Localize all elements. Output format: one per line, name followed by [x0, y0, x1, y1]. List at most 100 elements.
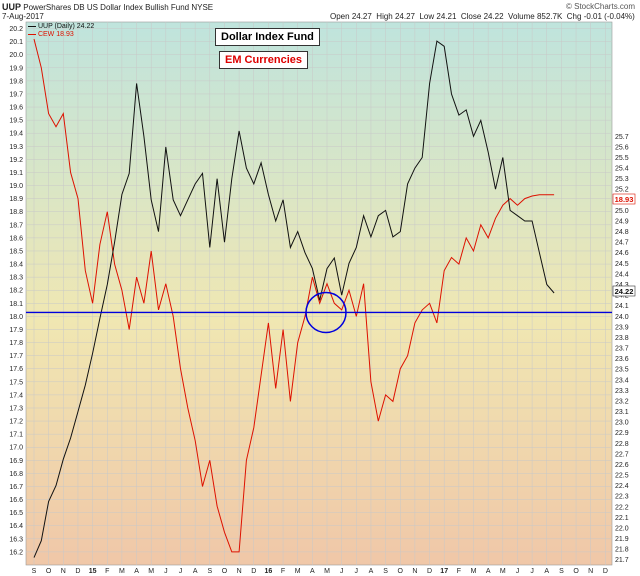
right-tick-label: 21.7 [615, 557, 629, 564]
left-tick-label: 17.0 [9, 445, 23, 452]
left-tick-label: 17.8 [9, 340, 23, 347]
left-tick-label: 18.1 [9, 301, 23, 308]
x-tick-label: D [75, 568, 80, 575]
right-tick-label: 23.9 [615, 324, 629, 331]
right-tick-label: 22.0 [615, 525, 629, 532]
x-tick-label: J [516, 568, 520, 575]
x-tick-label: 15 [89, 568, 97, 575]
x-tick-label: J [164, 568, 168, 575]
left-tick-label: 16.7 [9, 484, 23, 491]
left-tick-label: 18.2 [9, 288, 23, 295]
left-tick-label: 16.4 [9, 523, 23, 530]
right-tick-label: 22.3 [615, 494, 629, 501]
left-tick-label: 20.1 [9, 39, 23, 46]
right-tick-label: 23.2 [615, 398, 629, 405]
x-tick-label: F [457, 568, 461, 575]
left-tick-label: 19.5 [9, 118, 23, 125]
right-tick-label: 22.2 [615, 504, 629, 511]
dollar-index-annotation: Dollar Index Fund [215, 28, 320, 46]
left-tick-label: 17.4 [9, 392, 23, 399]
x-tick-label: S [383, 568, 388, 575]
left-tick-label: 19.7 [9, 91, 23, 98]
left-tick-label: 19.0 [9, 183, 23, 190]
right-tick-label: 21.8 [615, 547, 629, 554]
open-value: 24.27 [351, 12, 372, 21]
left-tick-label: 19.6 [9, 105, 23, 112]
left-tick-label: 17.6 [9, 366, 23, 373]
right-tick-label: 24.7 [615, 240, 629, 247]
x-tick-label: M [148, 568, 154, 575]
right-tick-label: 23.4 [615, 377, 629, 384]
x-tick-label: A [310, 568, 315, 575]
left-tick-label: 19.9 [9, 65, 23, 72]
left-tick-label: 18.8 [9, 209, 23, 216]
right-tick-label: 23.3 [615, 388, 629, 395]
right-tick-label: 22.7 [615, 451, 629, 458]
x-tick-label: A [369, 568, 374, 575]
left-tick-label: 18.6 [9, 235, 23, 242]
x-tick-label: 16 [265, 568, 273, 575]
right-tick-label: 23.7 [615, 346, 629, 353]
right-tick-label: 24.0 [615, 314, 629, 321]
right-tick-label: 22.1 [615, 515, 629, 522]
left-tick-label: 18.7 [9, 222, 23, 229]
right-tick-label: 25.6 [615, 144, 629, 151]
x-tick-label: F [281, 568, 285, 575]
x-tick-label: D [251, 568, 256, 575]
x-tick-label: J [355, 568, 359, 575]
x-tick-label: A [193, 568, 198, 575]
left-tick-label: 16.9 [9, 458, 23, 465]
left-tick-label: 18.5 [9, 248, 23, 255]
left-tick-label: 17.7 [9, 353, 23, 360]
left-tick-label: 16.8 [9, 471, 23, 478]
left-axis-badge-right-side: 18.93 [612, 193, 636, 205]
highlight-circle [305, 291, 347, 334]
x-tick-label: M [119, 568, 125, 575]
x-axis: S O N D 15 F M A M J J A S O N D 16 F M A M J J A S O N D 17 F M A M J J A S… [32, 568, 608, 575]
svg-text:18.93: 18.93 [615, 195, 634, 204]
close-value: 24.22 [483, 12, 504, 21]
right-tick-label: 23.5 [615, 367, 629, 374]
exchange-label: NYSE [191, 3, 214, 12]
cew-series-line [33, 38, 555, 553]
symbol-label: UUP [2, 2, 22, 12]
left-tick-label: 18.3 [9, 275, 23, 282]
right-tick-label: 24.5 [615, 261, 629, 268]
left-tick-label: 16.3 [9, 536, 23, 543]
left-tick-label: 20.0 [9, 52, 23, 59]
left-tick-label: 17.2 [9, 419, 23, 426]
x-tick-label: J [530, 568, 534, 575]
left-tick-label: 19.8 [9, 78, 23, 85]
legend-uup: UUP (Daily) 24.22 [28, 23, 94, 31]
stockcharts-watermark: © StockCharts.com [566, 2, 636, 11]
left-tick-label: 18.4 [9, 262, 23, 269]
high-value: 24.27 [394, 12, 416, 21]
low-value: 24.21 [436, 12, 457, 21]
x-tick-label: N [61, 568, 66, 575]
left-tick-label: 17.3 [9, 405, 23, 412]
x-tick-label: S [559, 568, 564, 575]
x-tick-label: 17 [440, 568, 448, 575]
left-tick-label: 16.5 [9, 510, 23, 517]
right-tick-label: 22.4 [615, 483, 629, 490]
ohlc-line: Open 24.27 High 24.27 Low 24.21 Close 24… [330, 12, 635, 21]
x-tick-label: J [340, 568, 344, 575]
x-tick-label: A [134, 568, 139, 575]
x-tick-label: D [603, 568, 608, 575]
x-tick-label: S [32, 568, 37, 575]
x-tick-label: N [412, 568, 417, 575]
left-tick-label: 19.2 [9, 157, 23, 164]
left-tick-label: 18.0 [9, 314, 23, 321]
right-tick-label: 23.8 [615, 335, 629, 342]
x-tick-label: J [179, 568, 183, 575]
right-tick-label: 25.4 [615, 166, 629, 173]
right-tick-label: 24.3 [615, 282, 629, 289]
em-currencies-annotation: EM Currencies [219, 51, 309, 69]
right-tick-label: 25.7 [615, 134, 629, 141]
right-tick-label: 23.6 [615, 356, 629, 363]
left-tick-label: 18.9 [9, 196, 23, 203]
legend-cew: CEW 18.93 [28, 31, 94, 39]
chart-date: 7-Aug-2017 [2, 12, 44, 21]
